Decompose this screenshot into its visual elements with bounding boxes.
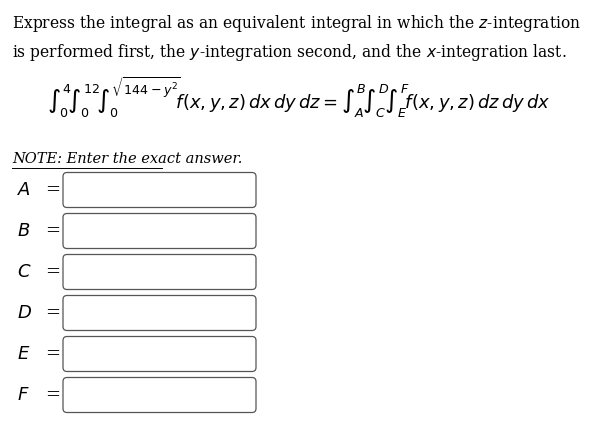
- Text: =: =: [45, 181, 60, 199]
- FancyBboxPatch shape: [63, 255, 256, 289]
- Text: is performed first, the $y$-integration second, and the $x$-integration last.: is performed first, the $y$-integration …: [12, 42, 567, 63]
- Text: =: =: [45, 304, 60, 322]
- Text: =: =: [45, 263, 60, 281]
- Text: $F$: $F$: [17, 386, 30, 404]
- FancyBboxPatch shape: [63, 296, 256, 330]
- FancyBboxPatch shape: [63, 337, 256, 371]
- Text: =: =: [45, 345, 60, 363]
- Text: NOTE: Enter the exact answer.: NOTE: Enter the exact answer.: [12, 152, 242, 166]
- Text: =: =: [45, 386, 60, 404]
- Text: $\int_0^4\!\int_0^{12}\!\int_0^{\sqrt{144-y^2}}\!f(x,y,z)\,dx\,dy\,dz = \int_A^B: $\int_0^4\!\int_0^{12}\!\int_0^{\sqrt{14…: [47, 75, 550, 120]
- Text: =: =: [45, 222, 60, 240]
- Text: $E$: $E$: [17, 345, 30, 363]
- Text: $D$: $D$: [17, 304, 32, 322]
- FancyBboxPatch shape: [63, 173, 256, 208]
- Text: $C$: $C$: [17, 263, 32, 281]
- Text: $A$: $A$: [17, 181, 31, 199]
- Text: Express the integral as an equivalent integral in which the $z$-integration: Express the integral as an equivalent in…: [12, 13, 581, 34]
- Text: $B$: $B$: [17, 222, 30, 240]
- FancyBboxPatch shape: [63, 214, 256, 248]
- FancyBboxPatch shape: [63, 377, 256, 412]
